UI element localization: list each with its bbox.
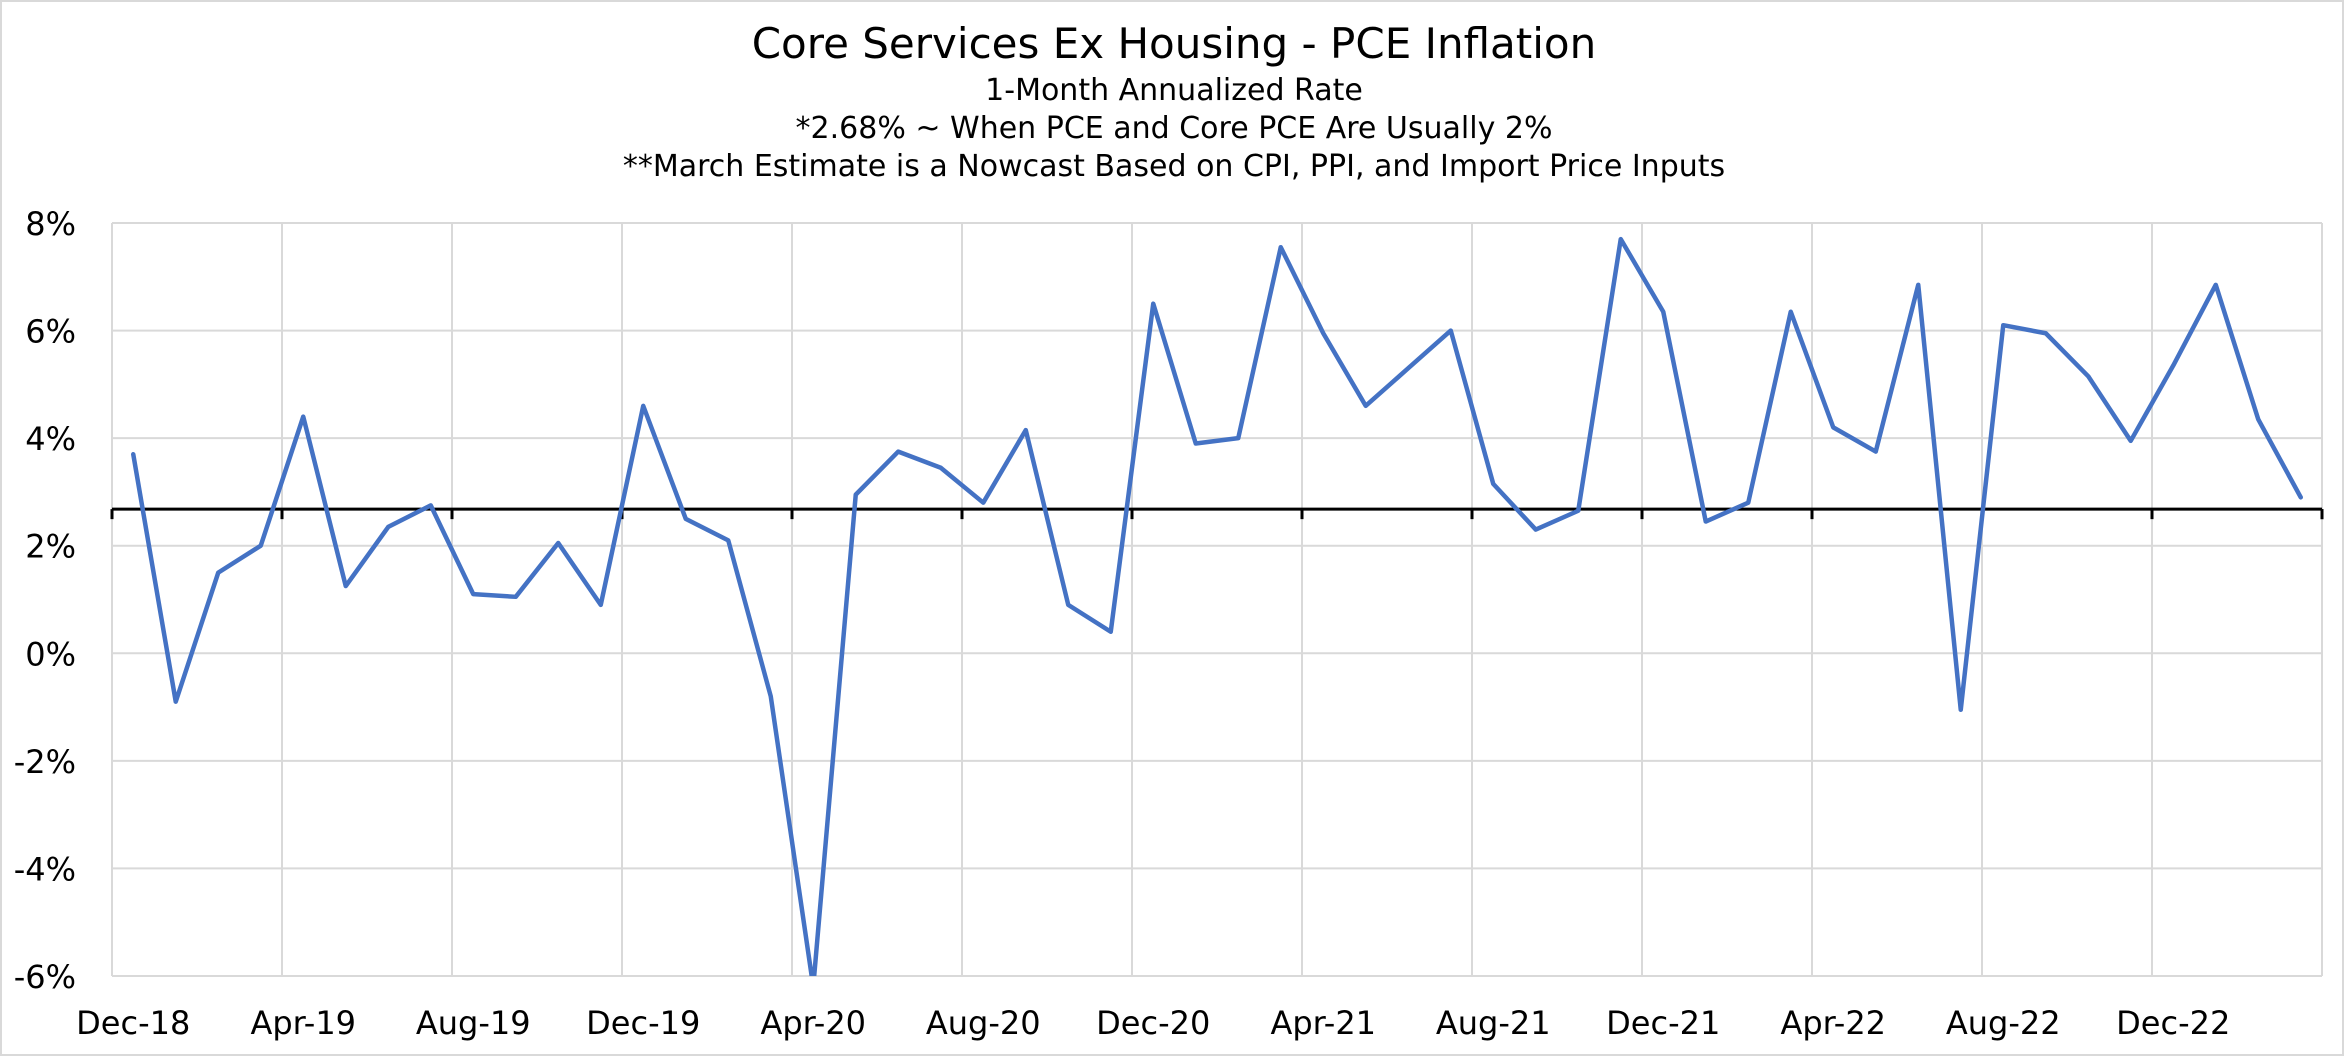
y-tick-label: 2% — [25, 528, 76, 566]
x-axis-tick-labels: Dec-18 Apr-19 Aug-19 Dec-19 Apr-20 Aug-20 Dec-… — [76, 1004, 2230, 1042]
series-line — [131, 236, 2303, 976]
data-point — [2001, 323, 2005, 327]
y-tick-label: -6% — [14, 958, 76, 996]
data-point — [896, 450, 900, 454]
data-point — [599, 603, 603, 607]
y-tick-label: 6% — [25, 313, 76, 351]
x-tick-label: Aug-22 — [1946, 1004, 2061, 1042]
data-point — [344, 584, 348, 588]
y-tick-label: 8% — [25, 205, 76, 243]
y-tick-label: -4% — [14, 850, 76, 888]
data-point — [1661, 310, 1665, 314]
x-tick-label: Dec-19 — [586, 1004, 700, 1042]
data-point — [1066, 603, 1070, 607]
x-tick-label: Apr-22 — [1780, 1004, 1886, 1042]
data-point — [216, 571, 220, 575]
data-point — [726, 538, 730, 542]
data-point — [1831, 425, 1835, 429]
data-point — [1151, 302, 1155, 306]
data-point — [2044, 331, 2048, 335]
data-point — [1916, 283, 1920, 287]
x-tick-label: Aug-21 — [1436, 1004, 1551, 1042]
series-group — [131, 236, 2303, 989]
data-point — [2214, 283, 2218, 287]
data-point — [174, 700, 178, 704]
data-point — [1534, 528, 1538, 532]
data-point — [1024, 428, 1028, 432]
gridlines — [111, 222, 2323, 977]
data-point — [1704, 520, 1708, 524]
x-tick-label: Aug-19 — [416, 1004, 531, 1042]
x-tick-label: Apr-21 — [1270, 1004, 1376, 1042]
data-point — [2171, 364, 2175, 368]
data-point — [684, 517, 688, 521]
x-tick-label: Apr-20 — [760, 1004, 866, 1042]
y-tick-label: 4% — [25, 420, 76, 458]
chart-subtitle-1: 1-Month Annualized Rate — [985, 73, 1363, 108]
data-point — [939, 466, 943, 470]
data-point — [386, 525, 390, 529]
reference-line-group — [110, 507, 2324, 520]
data-point — [514, 595, 518, 599]
data-point — [259, 544, 263, 548]
data-point — [429, 503, 433, 507]
data-point — [2256, 417, 2260, 421]
data-point — [301, 415, 305, 419]
y-axis-tick-labels: 8% 6% 4% 2% 0% -2% -4% -6% — [14, 205, 76, 996]
data-point — [1491, 482, 1495, 486]
data-point — [1449, 329, 1453, 333]
data-point — [471, 592, 475, 596]
data-point — [641, 404, 645, 408]
y-tick-label: 0% — [25, 635, 76, 673]
data-point — [854, 493, 858, 497]
data-point — [2129, 439, 2133, 443]
data-point — [556, 541, 560, 545]
data-point — [1746, 501, 1750, 505]
x-tick-label: Apr-19 — [250, 1004, 356, 1042]
data-point — [1576, 509, 1580, 513]
data-point — [1406, 366, 1410, 370]
data-point — [811, 985, 815, 989]
x-tick-label: Dec-21 — [1606, 1004, 1720, 1042]
data-point — [1789, 310, 1793, 314]
data-point — [131, 452, 135, 456]
chart-subtitle-3: **March Estimate is a Nowcast Based on C… — [623, 149, 1725, 184]
data-point — [1321, 331, 1325, 335]
data-point — [1194, 442, 1198, 446]
data-point — [1109, 630, 1113, 634]
data-point — [1364, 404, 1368, 408]
chart-subtitle-2: *2.68% ~ When PCE and Core PCE Are Usual… — [796, 111, 1553, 146]
x-tick-label: Dec-22 — [2116, 1004, 2230, 1042]
data-point — [1959, 708, 1963, 712]
data-point — [1236, 436, 1240, 440]
data-point — [981, 501, 985, 505]
x-tick-label: Dec-20 — [1096, 1004, 1210, 1042]
data-point — [2086, 374, 2090, 378]
chart-title: Core Services Ex Housing - PCE Inflation — [752, 19, 1597, 68]
data-point — [1279, 245, 1283, 249]
x-tick-label: Dec-18 — [76, 1004, 190, 1042]
y-tick-label: -2% — [14, 743, 76, 781]
x-tick-label: Aug-20 — [926, 1004, 1041, 1042]
data-point — [769, 694, 773, 698]
data-point — [2299, 495, 2303, 499]
data-point — [1619, 237, 1623, 241]
data-point — [1874, 450, 1878, 454]
